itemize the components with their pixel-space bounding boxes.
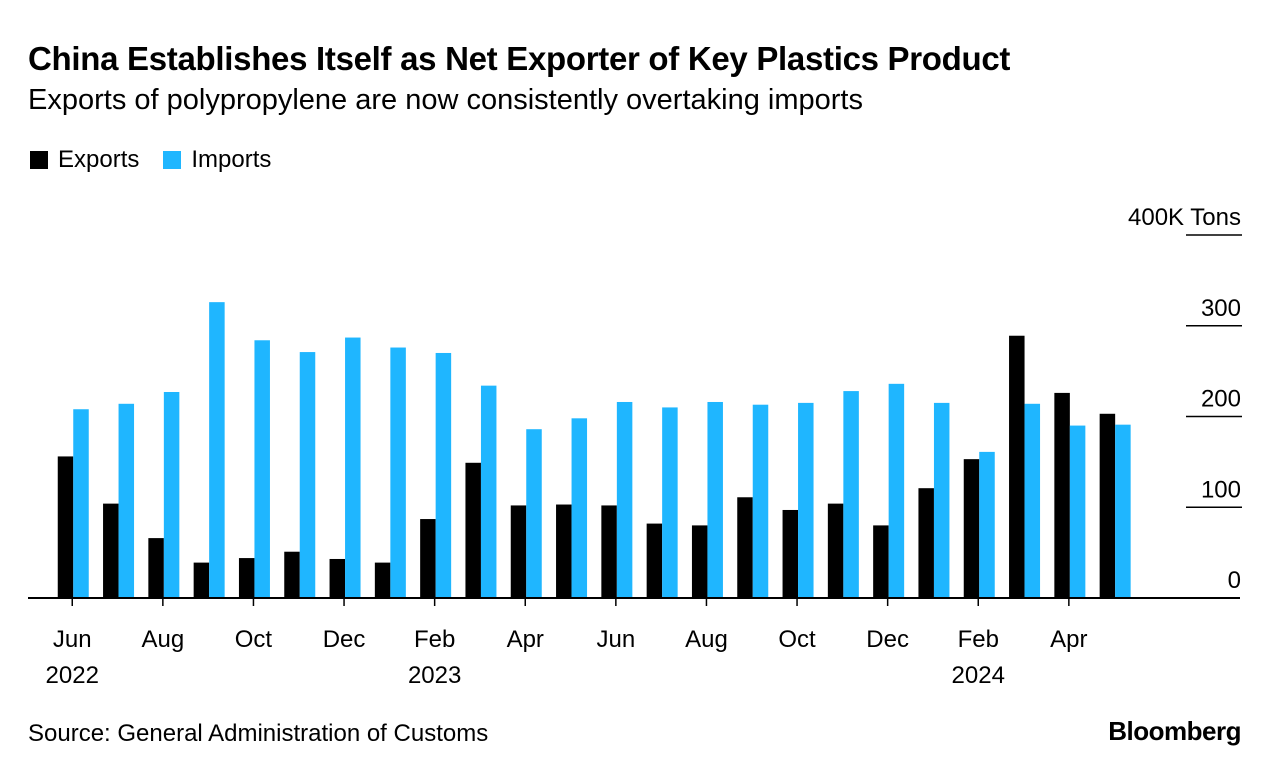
- bar-imports: [1069, 425, 1086, 598]
- chart-title: China Establishes Itself as Net Exporter…: [28, 40, 1011, 77]
- bar-exports: [148, 538, 164, 598]
- bar-exports: [193, 562, 210, 598]
- bar-imports: [209, 302, 225, 598]
- bar-imports: [1024, 403, 1041, 598]
- x-tick-label-month: Feb: [958, 626, 999, 653]
- bar-exports: [238, 558, 255, 598]
- bar-imports: [798, 402, 814, 598]
- bar-exports: [57, 456, 74, 598]
- bar-exports: [284, 551, 300, 598]
- bar-imports: [1115, 424, 1131, 598]
- legend-label-imports: Imports: [191, 146, 272, 173]
- bar-imports: [345, 337, 361, 598]
- x-tick-label-year: 2022: [46, 662, 99, 689]
- legend-swatch-imports: [163, 151, 182, 169]
- x-tick-label-month: Aug: [685, 626, 728, 653]
- bar-imports: [526, 429, 542, 598]
- bar-imports: [163, 391, 180, 598]
- bar-imports: [979, 451, 995, 598]
- bar-exports: [873, 525, 889, 598]
- x-tick-label-month: Jun: [596, 626, 635, 653]
- bar-exports: [1009, 335, 1025, 598]
- x-tick-label-month: Apr: [507, 626, 544, 653]
- legend: Exports Imports: [30, 146, 295, 174]
- bar-imports: [752, 404, 769, 598]
- bar-imports: [616, 401, 633, 598]
- grid-layer: [1186, 234, 1242, 508]
- bar-exports: [374, 562, 391, 598]
- bar-exports: [601, 505, 617, 598]
- y-tick-label: 300: [1201, 295, 1241, 322]
- x-tick-label-year: 2024: [952, 662, 1005, 689]
- x-tick-label-year: 2023: [408, 662, 461, 689]
- bar-imports: [707, 401, 723, 598]
- bar-imports: [299, 352, 316, 598]
- bar-imports: [73, 409, 89, 598]
- bar-exports: [420, 519, 436, 598]
- axis-layer: 0 100 200 300 400K Tons Jun 2022 Aug Oct Dec Feb 20…: [28, 204, 1241, 689]
- bar-imports: [480, 385, 497, 598]
- bloomberg-logo: Bloomberg: [1108, 716, 1241, 746]
- bar-exports: [963, 459, 980, 598]
- bar-exports: [556, 504, 572, 598]
- bar-imports: [118, 403, 135, 598]
- source-note: Source: General Administration of Custom…: [28, 720, 489, 747]
- bar-exports: [329, 558, 346, 598]
- bar-imports: [254, 340, 270, 598]
- bar-exports: [510, 505, 527, 598]
- x-tick-label-month: Dec: [323, 626, 366, 653]
- bar-exports: [737, 497, 753, 598]
- x-tick-label-month: Feb: [414, 626, 455, 653]
- y-tick-label: 0: [1228, 567, 1241, 594]
- bar-exports: [782, 509, 799, 598]
- x-tick-label-month: Aug: [141, 626, 184, 653]
- bar-imports: [571, 418, 588, 598]
- x-tick-label-month: Dec: [866, 626, 909, 653]
- y-tick-label: 100: [1201, 476, 1241, 503]
- bar-exports: [1099, 413, 1116, 598]
- bar-exports: [827, 503, 844, 598]
- x-tick-label-month: Oct: [235, 626, 273, 653]
- bar-exports: [1054, 392, 1070, 598]
- bar-layer: [57, 302, 1131, 598]
- y-tick-label: 400K Tons: [1128, 204, 1241, 231]
- bar-exports: [465, 462, 481, 598]
- bar-imports: [435, 352, 452, 598]
- legend-item-imports: Imports: [163, 146, 271, 174]
- bar-exports: [103, 503, 119, 598]
- y-tick-label: 200: [1201, 386, 1241, 413]
- bar-imports: [933, 402, 950, 598]
- x-tick-label-month: Oct: [778, 626, 816, 653]
- x-tick-label-month: Apr: [1050, 626, 1087, 653]
- chart-subtitle: Exports of polypropylene are now consist…: [28, 84, 863, 116]
- bar-imports: [390, 347, 406, 598]
- bar-imports: [662, 407, 678, 598]
- bar-exports: [691, 525, 708, 598]
- bar-exports: [918, 488, 934, 598]
- bar-exports: [646, 523, 663, 598]
- x-tick-label-month: Jun: [53, 626, 92, 653]
- bar-imports: [843, 391, 859, 598]
- bar-imports: [888, 383, 905, 598]
- legend-label-exports: Exports: [58, 146, 140, 173]
- legend-swatch-exports: [30, 151, 48, 169]
- legend-item-exports: Exports: [30, 146, 139, 174]
